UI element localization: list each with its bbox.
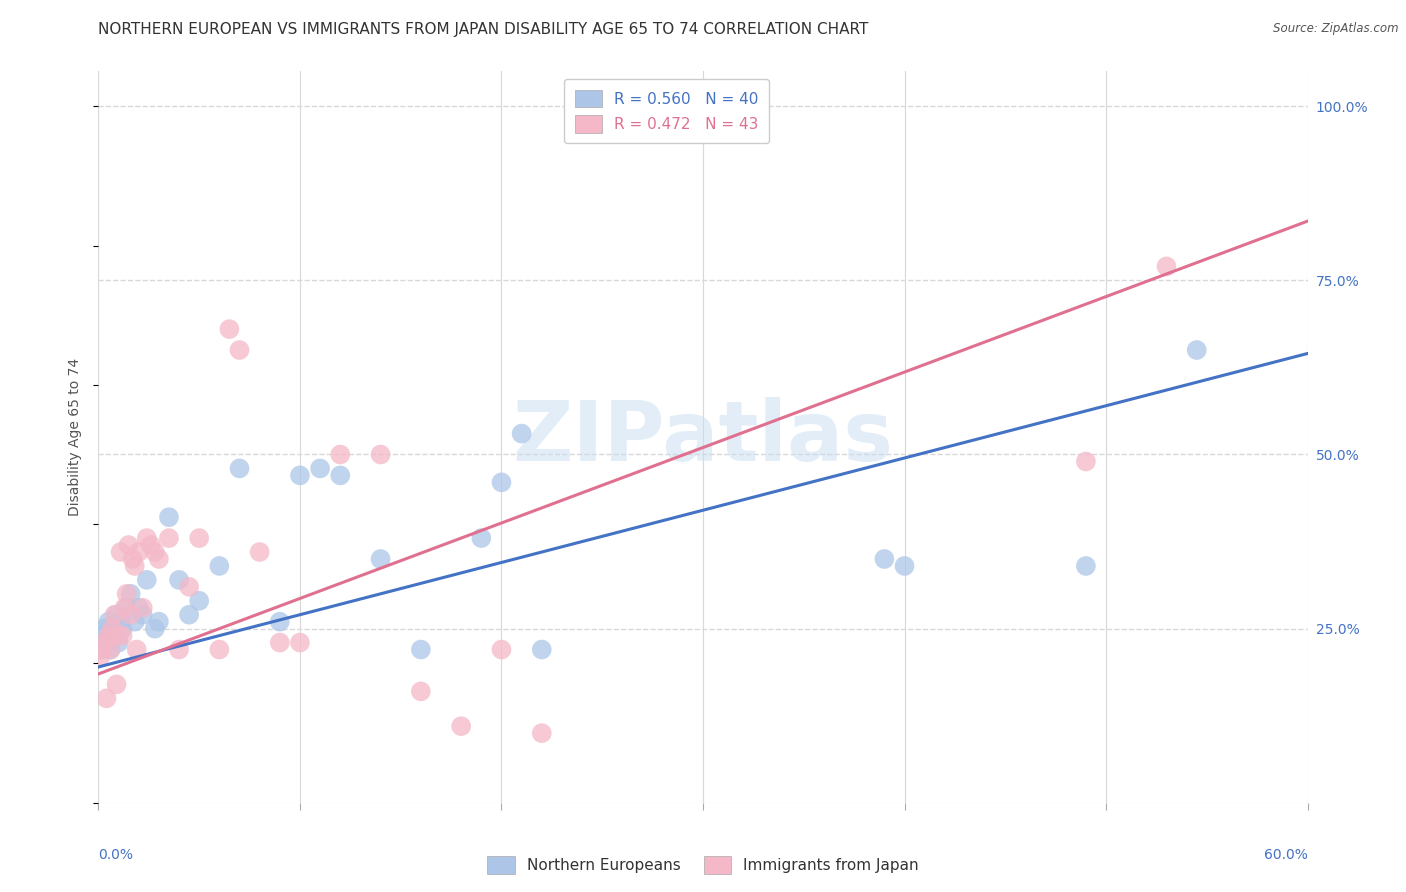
Point xyxy=(491,642,513,657)
Point xyxy=(103,607,125,622)
Point xyxy=(1074,558,1097,573)
Point xyxy=(135,531,157,545)
Point xyxy=(208,642,231,657)
Point xyxy=(218,322,240,336)
Point xyxy=(110,545,132,559)
Point xyxy=(105,607,128,622)
Point xyxy=(100,642,122,657)
Point xyxy=(120,607,142,622)
Point xyxy=(157,531,180,545)
Point xyxy=(167,642,190,657)
Point xyxy=(115,600,138,615)
Point xyxy=(188,594,211,608)
Point xyxy=(370,448,392,462)
Point xyxy=(124,615,146,629)
Point xyxy=(1074,454,1097,468)
Point xyxy=(179,607,201,622)
Point xyxy=(288,635,311,649)
Point xyxy=(97,629,120,643)
Point xyxy=(228,343,250,357)
Point xyxy=(114,600,136,615)
Point xyxy=(249,545,271,559)
Point xyxy=(124,558,146,573)
Point xyxy=(1185,343,1208,357)
Point xyxy=(167,573,190,587)
Point xyxy=(121,552,143,566)
Legend: Northern Europeans, Immigrants from Japan: Northern Europeans, Immigrants from Japa… xyxy=(481,850,925,880)
Point xyxy=(179,580,201,594)
Point xyxy=(409,642,432,657)
Point xyxy=(470,531,492,545)
Point xyxy=(269,615,291,629)
Point xyxy=(188,531,211,545)
Point xyxy=(491,475,513,490)
Point xyxy=(135,573,157,587)
Point xyxy=(105,677,128,691)
Point xyxy=(89,649,111,664)
Point xyxy=(370,552,392,566)
Point xyxy=(148,552,170,566)
Point xyxy=(873,552,896,566)
Point xyxy=(329,468,352,483)
Point xyxy=(89,642,111,657)
Text: ZIPatlas: ZIPatlas xyxy=(513,397,893,477)
Point xyxy=(111,622,134,636)
Point xyxy=(309,461,332,475)
Point xyxy=(450,719,472,733)
Point xyxy=(157,510,180,524)
Point xyxy=(530,726,553,740)
Point xyxy=(893,558,915,573)
Point xyxy=(530,642,553,657)
Y-axis label: Disability Age 65 to 74: Disability Age 65 to 74 xyxy=(69,358,83,516)
Point xyxy=(1156,260,1178,274)
Point xyxy=(101,622,124,636)
Legend: R = 0.560   N = 40, R = 0.472   N = 43: R = 0.560 N = 40, R = 0.472 N = 43 xyxy=(564,79,769,144)
Point xyxy=(132,607,155,622)
Point xyxy=(329,448,352,462)
Text: 60.0%: 60.0% xyxy=(1264,848,1308,862)
Point xyxy=(111,629,134,643)
Point xyxy=(107,635,129,649)
Point xyxy=(148,615,170,629)
Point xyxy=(208,558,231,573)
Point xyxy=(510,426,533,441)
Point xyxy=(101,622,124,636)
Text: Source: ZipAtlas.com: Source: ZipAtlas.com xyxy=(1274,22,1399,36)
Point xyxy=(91,629,114,643)
Point xyxy=(409,684,432,698)
Point xyxy=(96,691,118,706)
Point xyxy=(115,587,138,601)
Point xyxy=(120,587,142,601)
Point xyxy=(128,545,150,559)
Point xyxy=(132,600,155,615)
Text: NORTHERN EUROPEAN VS IMMIGRANTS FROM JAPAN DISABILITY AGE 65 TO 74 CORRELATION C: NORTHERN EUROPEAN VS IMMIGRANTS FROM JAP… xyxy=(98,22,869,37)
Point xyxy=(110,615,132,629)
Point xyxy=(143,545,166,559)
Point xyxy=(269,635,291,649)
Point xyxy=(143,622,166,636)
Point xyxy=(103,629,125,643)
Point xyxy=(91,642,114,657)
Point xyxy=(107,629,129,643)
Point xyxy=(228,461,250,475)
Point xyxy=(288,468,311,483)
Point xyxy=(93,622,115,636)
Point xyxy=(100,642,122,657)
Point xyxy=(118,538,141,552)
Point xyxy=(96,635,118,649)
Point xyxy=(128,600,150,615)
Point xyxy=(93,635,115,649)
Point xyxy=(139,538,162,552)
Text: 0.0%: 0.0% xyxy=(98,848,134,862)
Point xyxy=(97,615,120,629)
Point xyxy=(125,642,148,657)
